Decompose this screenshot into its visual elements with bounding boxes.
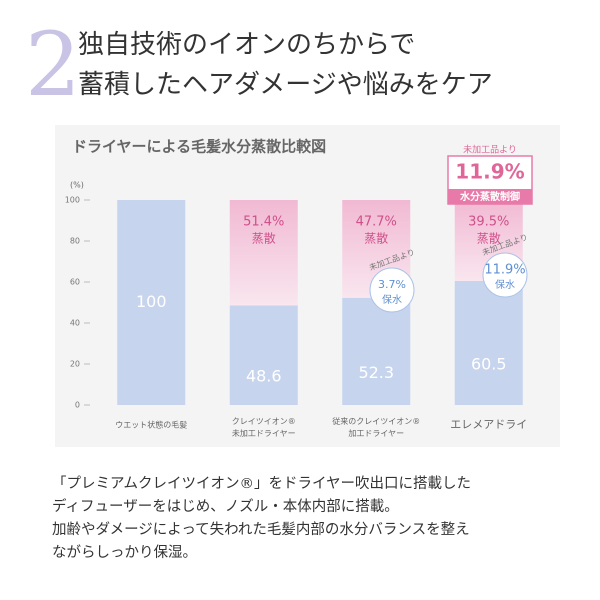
x-tick-label: ウエット状態の毛髪 <box>115 420 187 430</box>
callout-value: 3.7% <box>378 278 406 291</box>
bar-sub-label: 蒸散 <box>252 231 276 246</box>
y-tick-label: 20 <box>70 360 80 369</box>
y-unit: (%) <box>70 181 84 190</box>
bar-segment <box>229 200 298 306</box>
callout-circle <box>482 252 528 298</box>
bar-value-label: 48.6 <box>246 367 282 386</box>
callout-tail: 保水 <box>382 293 402 306</box>
callout-tail: 保水 <box>495 278 515 291</box>
chart-title: ドライヤーによる毛髪水分蒸散比較図 <box>72 138 326 156</box>
bar-segment <box>117 200 186 405</box>
callout-circle <box>369 267 415 313</box>
heading-line: 独自技術のイオンのちからで <box>78 30 415 60</box>
callout-value: 11.9% <box>484 263 525 278</box>
bar-segment <box>454 280 523 405</box>
bar-value-label: 47.7% <box>356 215 397 230</box>
bar-value-label: 100 <box>136 292 167 311</box>
bar-sub-label: 蒸散 <box>477 231 501 246</box>
x-tick-label: 従来のクレイツイオン®加工ドライヤー <box>332 416 420 438</box>
bar-segment <box>342 297 411 405</box>
callout-value: 11.9% <box>455 160 524 184</box>
heading-line: 蓄積したヘアダメージや悩みをケア <box>78 70 493 100</box>
callout-band <box>448 189 532 204</box>
bar-sub-label: 蒸散 <box>364 231 388 246</box>
y-tick-label: 100 <box>65 196 80 205</box>
body-line: ディフューザーをはじめ、ノズル・本体内部に搭載。 <box>52 497 399 515</box>
bar-value-label: 60.5 <box>471 354 507 373</box>
body-line: 加齢やダメージによって失われた毛髪内部の水分バランスを整え <box>52 521 470 538</box>
bar-value-label: 51.4% <box>243 215 284 230</box>
body-line: ながらしっかり保湿。 <box>52 544 197 561</box>
x-tick-label: エレメアドライ <box>450 418 527 431</box>
body-line: 「プレミアムクレイツイオン®」をドライヤー吹出口に搭載した <box>52 475 471 492</box>
callout-lead: 未加工品より <box>463 144 517 156</box>
x-tick-label: クレイツイオン®未加工ドライヤー <box>232 417 296 438</box>
y-tick-label: 40 <box>70 319 80 328</box>
heading-number: 2 <box>25 13 81 116</box>
y-tick-label: 60 <box>70 278 80 287</box>
y-tick-label: 0 <box>75 401 80 410</box>
bar-segment <box>229 305 298 405</box>
callout-tail: 水分蒸散制御 <box>459 190 520 203</box>
y-tick-label: 80 <box>70 237 80 246</box>
bar-value-label: 39.5% <box>468 215 509 230</box>
body-text: 「プレミアムクレイツイオン®」をドライヤー吹出口に搭載したディフューザーをはじめ… <box>52 475 471 561</box>
bar-value-label: 52.3 <box>358 363 394 382</box>
